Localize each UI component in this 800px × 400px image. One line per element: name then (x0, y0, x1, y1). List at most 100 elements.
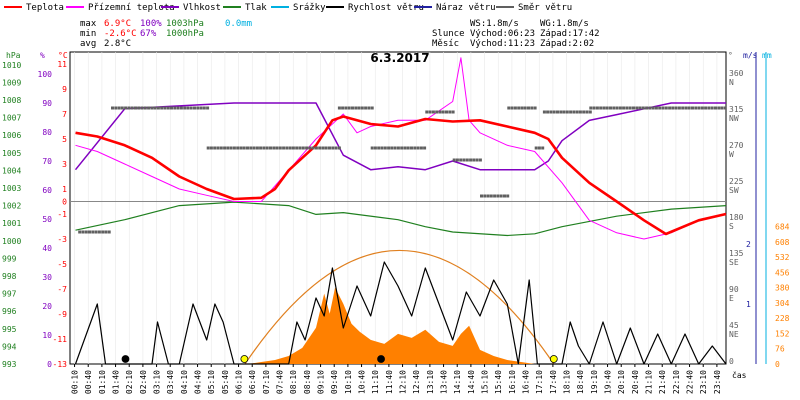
wind-direction-dot (410, 146, 413, 150)
wind-direction-dot (265, 146, 269, 150)
left-axes: 1010100910081007100610051004100310021001… (2, 60, 67, 369)
x-tick-label: 06:40 (248, 370, 257, 394)
direction-tick-name: W (729, 150, 734, 159)
pressure-tick-label: 997 (2, 290, 17, 299)
wind-direction-dot (111, 106, 114, 110)
wind-direction-dot (84, 230, 88, 234)
wind-direction-dot (380, 146, 384, 150)
wind-direction-dot (246, 146, 249, 150)
wind-direction-dot (373, 146, 377, 150)
wind-direction-dot (357, 106, 361, 110)
wind-direction-dot (556, 110, 559, 114)
legend-label: Přízemní teplota (88, 3, 175, 13)
wind-direction-dot (625, 106, 629, 110)
x-tick-label: 07:10 (262, 370, 271, 394)
wind-direction-dot (562, 110, 566, 114)
wind-direction-dot (393, 146, 397, 150)
x-tick-label: 05:10 (207, 370, 216, 394)
wind-direction-dot (664, 106, 668, 110)
wind-direction-dot (575, 110, 579, 114)
wind-direction-dot (572, 110, 576, 114)
wind-direction-dot (549, 110, 553, 114)
wind-direction-dot (671, 106, 675, 110)
temperature-line (75, 115, 727, 236)
temp-tick-label: -3 (57, 235, 67, 244)
x-tick-label: 21:40 (658, 370, 667, 394)
wind-speed-line (74, 261, 727, 365)
wind-direction-dot (255, 146, 259, 150)
ground-temp-line (75, 57, 727, 240)
wind-direction-dot (334, 146, 338, 150)
radiation-tick-label: 304 (775, 299, 790, 308)
wind-direction-dot (183, 106, 187, 110)
info-moon-label: Měsíc (432, 39, 459, 49)
wind-direction-dot (499, 194, 503, 198)
wind-direction-dot (101, 230, 105, 234)
x-tick-label: 06:10 (235, 370, 244, 394)
wind-direction-dot (486, 194, 490, 198)
pressure-tick-label: 1010 (2, 61, 21, 70)
x-tick-label: 02:40 (139, 370, 148, 394)
wind-direction-dot (687, 106, 691, 110)
radiation-area (247, 287, 535, 364)
legend-label: Tlak (245, 3, 267, 13)
stat-max-rain: 0.0mm (225, 19, 252, 29)
x-tick-label: 04:40 (194, 370, 203, 394)
wind-direction-dot (668, 106, 672, 110)
wind-direction-dot (542, 110, 546, 114)
pressure-tick-label: 1001 (2, 219, 21, 228)
humidity-tick-label: 40 (42, 244, 52, 253)
x-axis: 00:10 00:40 01:10 01:40 02:10 02:40 03:10 03:40… (71, 364, 722, 394)
wind-direction-dot (173, 106, 177, 110)
stat-avg-temp: 2.8°C (104, 39, 131, 49)
wind-direction-dot (723, 106, 727, 110)
pressure-tick-label: 1006 (2, 131, 21, 140)
temp-tick-label: -11 (53, 335, 68, 344)
temp-tick-label: -1 (57, 210, 67, 219)
info-ws: WS:1.8m/s (470, 19, 519, 29)
wind-direction-dot (308, 146, 312, 150)
wind-direction-dot (423, 146, 427, 150)
x-tick-label: 07:40 (276, 370, 285, 394)
x-tick-label: 17:10 (535, 370, 544, 394)
wind-direction-dot (176, 106, 180, 110)
wind-direction-dot (331, 146, 335, 150)
wind-direction-dot (523, 106, 527, 110)
wind-direction-dot (337, 106, 341, 110)
wind-direction-dot (714, 106, 717, 110)
radiation-tick-label: 608 (775, 238, 790, 247)
wind-direction-dot (202, 106, 206, 110)
info-block: WS:1.8m/s WG:1.8m/s Slunce Východ:06:23 … (432, 19, 600, 49)
wind-direction-dot (206, 106, 210, 110)
wind-direction-dot (295, 146, 299, 150)
wind-direction-dot (272, 146, 276, 150)
wind-direction-dot (602, 106, 606, 110)
direction-tick-label: 315 (729, 105, 744, 114)
moonset-marker (121, 355, 130, 363)
wind-direction-dot (645, 106, 649, 110)
wind-direction-dot (120, 106, 124, 110)
wind-direction-dot (448, 110, 452, 114)
x-tick-label: 21:10 (645, 370, 654, 394)
wind-direction-dot (530, 106, 534, 110)
humidity-tick-label: 0 (47, 360, 52, 369)
stat-avg-label: avg (80, 39, 96, 49)
wind-direction-dot (318, 146, 322, 150)
wind-direction-dot (717, 106, 721, 110)
radiation-tick-label: 456 (775, 268, 790, 277)
x-tick-label: 19:10 (590, 370, 599, 394)
x-tick-label: 13:40 (440, 370, 449, 394)
wind-direction-dot (199, 106, 203, 110)
wind-direction-dot (347, 106, 351, 110)
wind-direction-dot (496, 194, 500, 198)
wind-direction-dot (288, 146, 292, 150)
pressure-tick-label: 996 (2, 307, 17, 316)
wind-direction-dot (403, 146, 407, 150)
wind-direction-dot (510, 106, 514, 110)
stat-max-temp: 6.9°C (104, 19, 131, 29)
wind-direction-dot (585, 110, 589, 114)
wind-direction-dot (704, 106, 708, 110)
wind-direction-dot (186, 106, 190, 110)
wind-direction-dot (697, 106, 701, 110)
wind-direction-dot (88, 230, 91, 234)
